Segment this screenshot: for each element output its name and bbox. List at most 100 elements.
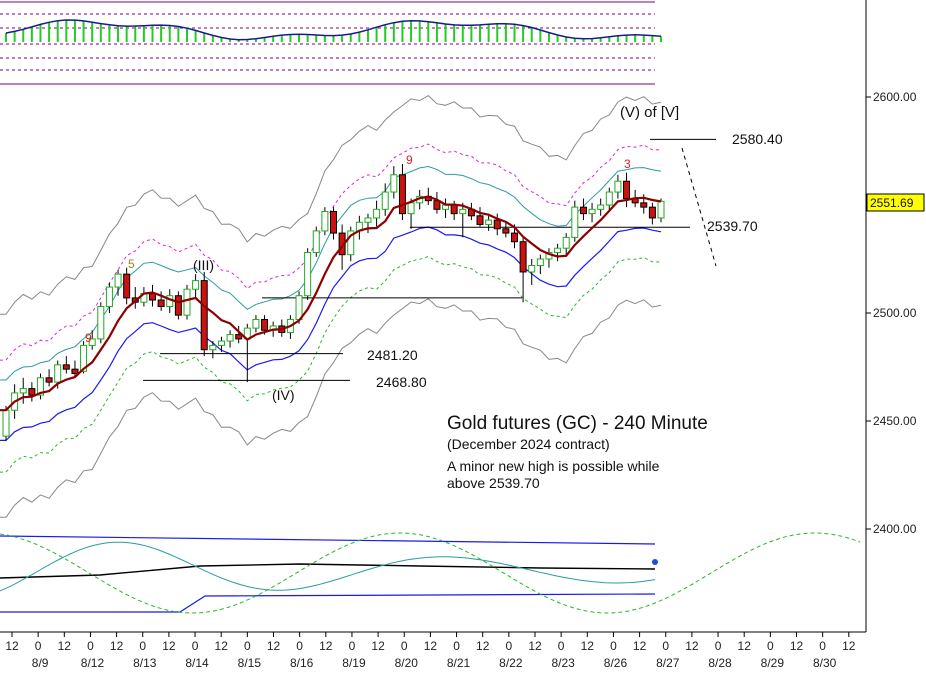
candle-body-down (648, 206, 656, 219)
x-date-label: 8/29 (761, 656, 785, 670)
candle-body-down (398, 174, 406, 215)
candle-body-up (192, 280, 200, 290)
y-tick-label: 2400.00 (873, 522, 917, 536)
candle (623, 172, 631, 208)
candle (381, 183, 389, 216)
x-hour-label: 12 (215, 639, 229, 653)
wave-label-iv: (IV) (272, 387, 295, 403)
candle (364, 213, 372, 234)
x-date-label: 8/9 (32, 656, 49, 670)
candle (390, 166, 398, 199)
candle-body-down (62, 364, 70, 370)
x-hour-label: 0 (767, 639, 774, 653)
x-hour-label: 12 (581, 639, 595, 653)
candle (519, 237, 527, 303)
candle-body-down (157, 299, 165, 308)
candle-body-down (476, 215, 484, 225)
candle-body-up (312, 230, 320, 254)
candle-body-up (605, 191, 613, 206)
x-hour-label: 12 (790, 639, 804, 653)
note-line-1: A minor new high is possible while (447, 458, 660, 474)
wave-label-iii: (III) (193, 257, 214, 273)
candle-body-up (2, 409, 10, 437)
candle-body-up (588, 208, 596, 215)
candle-body-down (28, 388, 36, 396)
candle (149, 284, 157, 307)
candle-body-up (105, 286, 113, 308)
chart-subtitle: (December 2024 contract) (447, 436, 610, 452)
x-date-label: 8/12 (81, 656, 105, 670)
candle-body-up (390, 174, 398, 193)
cycle-upper-band (0, 535, 656, 545)
candle (493, 213, 501, 236)
x-hour-label: 0 (453, 639, 460, 653)
x-date-label: 8/30 (813, 656, 837, 670)
candle (252, 315, 260, 333)
level-label-2481: 2481.20 (367, 347, 418, 363)
candle (114, 269, 122, 296)
x-hour-label: 12 (110, 639, 124, 653)
x-date-label: 8/13 (133, 656, 157, 670)
x-hour-label: 12 (424, 639, 438, 653)
candle (485, 215, 493, 231)
x-hour-label: 12 (319, 639, 333, 653)
candle-body-up (321, 210, 329, 232)
candle (200, 271, 208, 357)
x-date-label: 8/23 (551, 656, 575, 670)
y-tick-label: 2450.00 (873, 414, 917, 428)
x-hour-label: 12 (58, 639, 72, 653)
level-label-2468: 2468.80 (376, 374, 427, 390)
count-label-3: 3 (624, 157, 631, 171)
x-hour-label: 0 (558, 639, 565, 653)
candle-body-down (149, 293, 157, 301)
candle-body-up (571, 206, 579, 238)
axes: 2600.002550.002500.002450.002400.0012012… (0, 0, 917, 670)
x-hour-label: 0 (244, 639, 251, 653)
candle-body-up (226, 334, 234, 342)
candle-body-up (597, 204, 605, 210)
x-hour-label: 12 (267, 639, 281, 653)
candle (183, 284, 191, 320)
candle (217, 336, 225, 352)
candle-body-up (183, 288, 191, 316)
x-date-label: 8/22 (499, 656, 523, 670)
candle (597, 198, 605, 216)
x-hour-label: 12 (162, 639, 176, 653)
candle (347, 226, 355, 262)
candle (19, 377, 27, 404)
candle (562, 233, 570, 255)
x-hour-label: 0 (139, 639, 146, 653)
candle-body-up (657, 200, 665, 219)
candle (373, 200, 381, 227)
candle (97, 302, 105, 344)
candle-body-down (330, 210, 337, 234)
candle (442, 198, 450, 218)
cycle-teal-line (0, 541, 656, 592)
projection-line (681, 147, 717, 267)
candle (192, 274, 200, 298)
candle (355, 215, 363, 240)
candle (28, 382, 36, 402)
candle (330, 207, 337, 240)
candle-body-up (97, 306, 105, 340)
x-date-label: 8/26 (604, 656, 628, 670)
candle (476, 207, 484, 227)
current-price-label: 2551.69 (870, 196, 914, 210)
candle-body-up (80, 344, 88, 372)
candle-body-up (407, 202, 415, 215)
candle-body-down (579, 206, 587, 215)
x-date-label: 8/19 (342, 656, 366, 670)
cycle-current-dot (652, 559, 658, 565)
candle (62, 356, 70, 374)
candle-body-up (252, 318, 260, 329)
candle (226, 330, 234, 348)
current-price-tag (866, 193, 925, 212)
candle-body-up (614, 180, 622, 193)
x-date-label: 8/27 (656, 656, 680, 670)
band-lower-gray (0, 298, 662, 518)
cycle-projection-line (0, 532, 861, 614)
candle (235, 325, 243, 344)
y-tick-label: 2500.00 (873, 306, 917, 320)
candle-body-up (536, 258, 544, 266)
